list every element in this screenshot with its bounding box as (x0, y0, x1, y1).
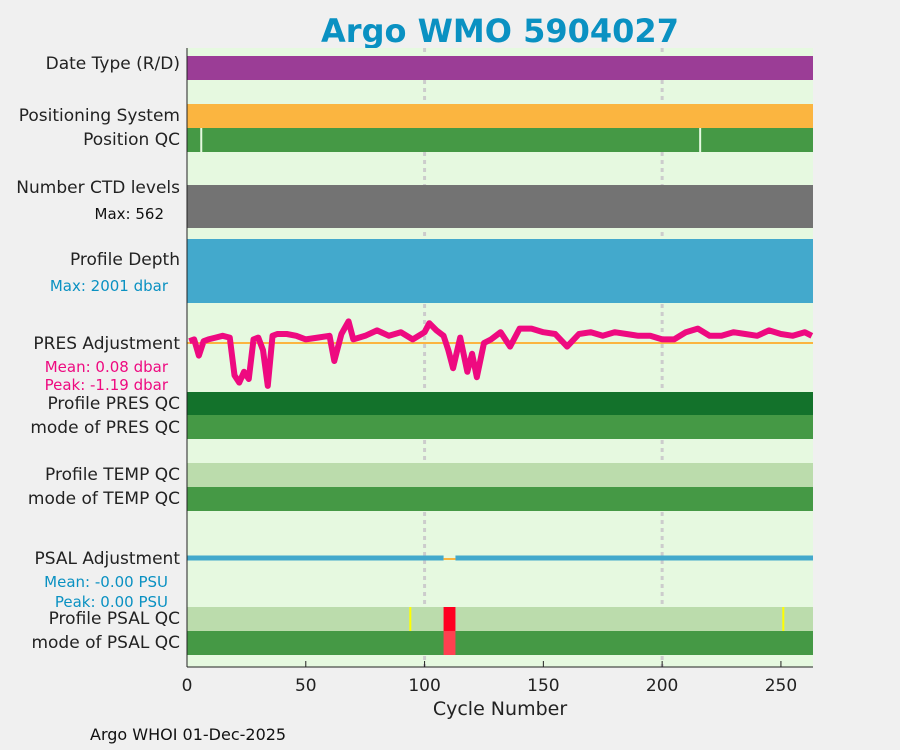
position-qc-flag (200, 128, 203, 152)
temp-mode-bar (187, 487, 813, 511)
x-tick-label: 250 (765, 676, 797, 696)
x-tick-label: 200 (646, 676, 678, 696)
label-pres-mode: mode of PRES QC (30, 418, 180, 438)
pres-adjustment-line (188, 318, 814, 389)
x-tick-label: 50 (295, 676, 317, 696)
position-qc-flag (699, 128, 702, 152)
depth-max: Max: 2001 dbar (49, 277, 168, 295)
label-date-type: Date Type (R/D) (45, 54, 180, 74)
label-positioning: Positioning System (18, 106, 180, 126)
x-tick-label: 150 (527, 676, 559, 696)
psal-peak: Peak: 0.00 PSU (54, 593, 168, 611)
chart-title: Argo WMO 5904027 (321, 12, 679, 50)
x-tick-label: 100 (408, 676, 440, 696)
pres-peak: Peak: -1.19 dbar (44, 376, 168, 394)
ctd-max: Max: 562 (94, 205, 164, 223)
position-qc-bar (187, 128, 813, 152)
label-temp-mode: mode of TEMP QC (27, 489, 180, 509)
psal-mode-red-flag (443, 631, 456, 655)
x-tick-label: 0 (182, 676, 193, 696)
psal-qc-red-flag (443, 607, 456, 631)
psal-mode-bar (187, 631, 813, 655)
footer-credit: Argo WHOI 01-Dec-2025 (90, 725, 287, 744)
label-psal-qc: Profile PSAL QC (48, 609, 180, 629)
label-ctd-levels: Number CTD levels (16, 178, 180, 198)
psal-mean: Mean: -0.00 PSU (44, 573, 168, 591)
label-pres-qc: Profile PRES QC (47, 394, 180, 414)
label-depth: Profile Depth (69, 250, 180, 270)
label-temp-qc: Profile TEMP QC (45, 465, 180, 485)
pres-mean: Mean: 0.08 dbar (44, 358, 168, 376)
label-psal-adj: PSAL Adjustment (34, 549, 180, 569)
psal-qc-yellow-flag (782, 607, 785, 631)
ctd-levels-bar (187, 185, 813, 228)
label-position-qc: Position QC (83, 130, 180, 150)
label-psal-mode: mode of PSAL QC (31, 633, 180, 653)
profile-depth-bar (187, 239, 813, 303)
pres-mode-bar (187, 415, 813, 439)
x-axis-label: Cycle Number (432, 698, 568, 720)
label-pres-adj: PRES Adjustment (33, 334, 180, 354)
temp-qc-bar (187, 463, 813, 487)
positioning-bar (187, 104, 813, 128)
psal-qc-yellow-flag (409, 607, 412, 631)
pres-qc-bar (187, 392, 813, 415)
date-type-bar (187, 56, 813, 80)
psal-qc-bar (187, 607, 813, 631)
